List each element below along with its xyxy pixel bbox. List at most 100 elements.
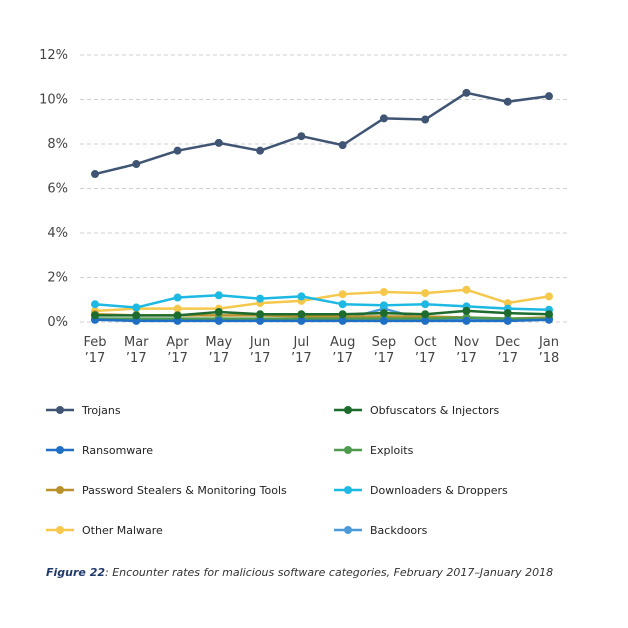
x-tick-label-month: Apr	[166, 335, 189, 350]
data-point	[256, 316, 265, 325]
x-tick-label-year: ’17	[374, 351, 395, 366]
data-point	[173, 146, 182, 155]
data-point	[379, 287, 388, 296]
x-tick-label-year: ’17	[250, 351, 271, 366]
data-point	[91, 170, 99, 179]
figure-label: Figure 22	[46, 566, 106, 579]
data-point	[503, 316, 512, 325]
data-point	[214, 291, 223, 300]
x-tick-label-month: Jun	[249, 335, 270, 350]
legend-label: Trojans	[81, 404, 121, 417]
x-tick-label-month: Aug	[330, 335, 355, 350]
x-tick-label-month: Dec	[495, 335, 520, 350]
data-point	[503, 309, 512, 318]
data-point	[173, 293, 182, 302]
data-point	[338, 300, 347, 309]
data-point	[256, 146, 265, 155]
figure-caption-text: : Encounter rates for malicious software…	[105, 566, 554, 579]
data-point	[462, 285, 471, 294]
x-tick-label-year: ’17	[85, 351, 106, 366]
data-point	[338, 310, 347, 319]
x-tick-label-year: ’17	[497, 351, 518, 366]
y-tick-label: 4%	[47, 226, 68, 241]
x-tick-label-month: May	[205, 335, 232, 350]
x-tick-label-month: Oct	[414, 335, 436, 350]
data-point	[338, 290, 347, 299]
data-point	[256, 310, 265, 319]
data-point	[173, 304, 182, 313]
y-tick-label: 0%	[47, 315, 68, 330]
data-point	[132, 303, 141, 312]
legend-swatch-marker	[344, 526, 352, 534]
data-point	[256, 294, 265, 303]
data-point	[173, 311, 182, 320]
legend-swatch-marker	[344, 486, 352, 494]
data-point	[462, 306, 471, 315]
data-point	[421, 300, 430, 309]
data-point	[545, 315, 553, 324]
legend-label: Other Malware	[82, 524, 163, 537]
data-point	[173, 316, 182, 325]
chart: 0%2%4%6%8%10%12%Feb’17Mar’17Apr’17May’17…	[39, 48, 568, 537]
x-tick-label-year: ’17	[332, 351, 353, 366]
data-point	[132, 160, 141, 169]
x-tick-label-month: Nov	[454, 335, 480, 350]
data-point	[379, 316, 388, 325]
data-point	[297, 292, 306, 301]
y-tick-label: 2%	[47, 271, 68, 286]
data-point	[503, 97, 512, 106]
x-tick-label-year: ’17	[291, 351, 312, 366]
legend-swatch-marker	[56, 526, 64, 534]
data-point	[338, 316, 347, 325]
data-point	[503, 299, 512, 308]
data-point	[297, 316, 306, 325]
legend-swatch-marker	[344, 406, 352, 414]
data-point	[379, 301, 388, 310]
data-point	[132, 316, 141, 325]
data-point	[545, 92, 553, 101]
data-point	[462, 88, 471, 97]
x-tick-label-month: Jan	[538, 335, 559, 350]
x-tick-label-year: ’18	[539, 351, 560, 366]
data-point	[379, 309, 388, 318]
x-tick-label-month: Mar	[124, 335, 149, 350]
legend-swatch-marker	[56, 446, 64, 454]
x-tick-label-month: Feb	[83, 335, 106, 350]
data-point	[462, 316, 471, 325]
data-point	[545, 310, 553, 319]
x-tick-label-year: ’17	[456, 351, 477, 366]
data-point	[297, 132, 306, 141]
data-point	[421, 289, 430, 298]
figure-caption: Figure 22: Encounter rates for malicious…	[46, 566, 606, 579]
data-point	[421, 316, 430, 325]
data-point	[338, 141, 347, 150]
series-line	[95, 309, 550, 317]
legend-label: Backdoors	[370, 524, 428, 537]
legend-swatch-marker	[344, 446, 352, 454]
data-point	[132, 311, 141, 320]
legend-label: Password Stealers & Monitoring Tools	[82, 484, 287, 497]
x-tick-label-month: Sep	[372, 335, 397, 350]
data-point	[214, 307, 223, 316]
series-line	[95, 316, 549, 320]
data-point	[214, 138, 223, 147]
y-tick-label: 6%	[47, 182, 68, 197]
x-tick-label-year: ’17	[126, 351, 147, 366]
series-line	[94, 288, 550, 313]
data-point	[91, 311, 99, 320]
legend-swatch-marker	[56, 486, 64, 494]
data-point	[214, 316, 223, 325]
y-tick-label: 8%	[47, 137, 68, 152]
legend-label: Obfuscators & Injectors	[370, 404, 500, 417]
data-point	[91, 300, 99, 309]
data-point	[379, 114, 388, 123]
series-line	[94, 318, 550, 323]
series-line	[94, 91, 550, 176]
series-line	[94, 294, 550, 312]
legend-label: Downloaders & Droppers	[370, 484, 508, 497]
legend-swatch-marker	[56, 406, 64, 414]
x-tick-label-month: Jul	[293, 335, 310, 350]
legend-label: Ransomware	[82, 444, 153, 457]
data-point	[545, 292, 553, 301]
x-tick-label-year: ’17	[167, 351, 188, 366]
